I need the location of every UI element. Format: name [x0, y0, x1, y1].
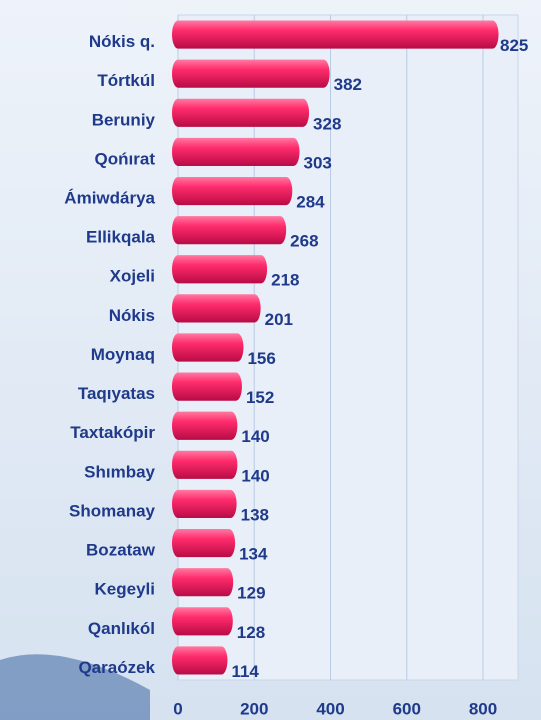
bar	[172, 216, 287, 245]
y-tick-label: Tórtkúl	[97, 71, 155, 90]
value-label: 201	[265, 310, 293, 329]
bar	[172, 98, 310, 127]
bar	[171, 646, 228, 675]
value-label: 268	[290, 232, 318, 251]
y-tick-label: Qanlıkól	[88, 619, 155, 638]
bar	[172, 411, 238, 440]
value-label: 128	[237, 623, 265, 642]
bar	[172, 20, 499, 49]
corner-decoration	[0, 654, 150, 720]
value-label: 134	[239, 545, 268, 564]
y-tick-label: Xojeli	[110, 267, 155, 286]
x-tick-label: 200	[240, 699, 268, 718]
value-label: 140	[241, 466, 269, 485]
y-tick-label: Moynaq	[91, 345, 155, 364]
y-tick-label: Bozataw	[86, 541, 156, 560]
y-tick-label: Shomanay	[69, 501, 156, 520]
bar	[171, 333, 244, 362]
x-tick-label: 600	[393, 699, 421, 718]
y-tick-label: Nókis	[109, 306, 155, 325]
y-tick-label: Nókis q.	[89, 32, 155, 51]
x-tick-label: 400	[316, 699, 344, 718]
value-label: 328	[313, 114, 341, 133]
y-tick-label: Ellikqala	[86, 228, 156, 247]
y-tick-label: Qaraózek	[78, 658, 155, 677]
bar	[172, 372, 242, 401]
x-tick-label: 0	[173, 699, 182, 718]
bar	[172, 489, 237, 519]
value-label: 825	[500, 36, 528, 55]
y-tick-label: Shımbay	[84, 462, 155, 481]
bar	[172, 59, 330, 88]
y-tick-label: Beruniy	[92, 110, 156, 129]
value-label: 152	[246, 388, 274, 407]
y-tick-label: Kegeyli	[95, 580, 155, 599]
value-label: 156	[247, 349, 275, 368]
y-tick-label: Ámiwdárya	[64, 189, 155, 208]
x-tick-label: 800	[469, 699, 497, 718]
y-tick-label: Taqıyatas	[78, 384, 155, 403]
value-label: 140	[241, 427, 269, 446]
bar	[171, 176, 293, 206]
bar	[172, 294, 261, 323]
value-label: 218	[271, 271, 299, 290]
value-label: 382	[334, 75, 362, 94]
y-tick-label: Taxtakópir	[70, 423, 155, 442]
value-label: 303	[304, 153, 332, 172]
bar	[172, 255, 268, 284]
bar	[171, 607, 233, 636]
bar	[172, 450, 238, 479]
bar	[171, 529, 236, 558]
value-label: 114	[231, 662, 259, 681]
bar	[172, 568, 234, 597]
y-tick-label: Qońırat	[95, 149, 156, 168]
value-label: 284	[296, 193, 325, 212]
value-label: 129	[237, 584, 265, 603]
bar	[172, 137, 300, 166]
value-label: 138	[241, 505, 269, 524]
